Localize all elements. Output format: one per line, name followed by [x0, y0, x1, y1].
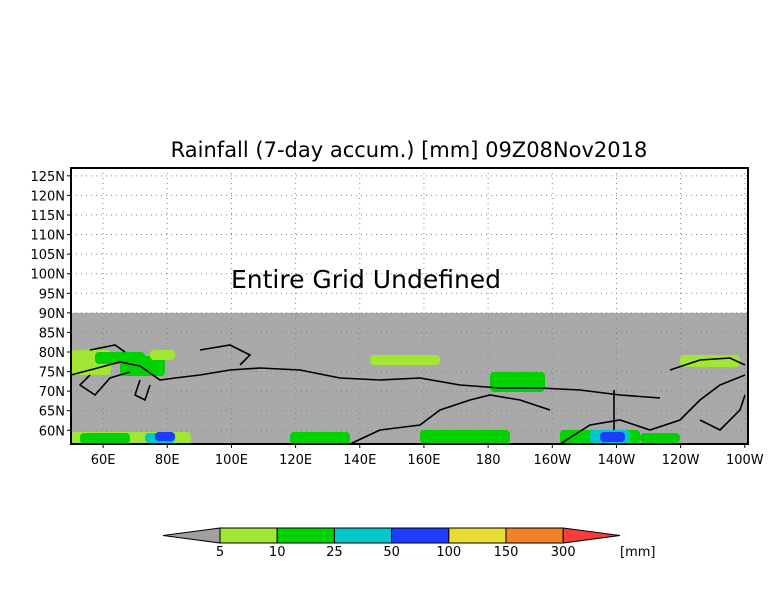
- lat-label: 115N: [30, 209, 65, 224]
- lat-label: 105N: [30, 248, 65, 263]
- rain-patch: [500, 374, 540, 388]
- lat-label: 75N: [39, 366, 65, 381]
- rain-patch: [290, 432, 350, 444]
- rain-patch: [640, 433, 680, 443]
- lon-label: 80E: [155, 453, 180, 468]
- colorbar-label: 10: [269, 545, 286, 560]
- rain-patch: [420, 430, 510, 444]
- colorbar: 5 10 25 50 100 150 300: [162, 527, 621, 560]
- lat-label: 95N: [39, 287, 65, 302]
- coastline: [699, 394, 746, 431]
- plot-area: [67, 167, 749, 448]
- lat-label: 120N: [30, 189, 65, 204]
- map-title: Rainfall (7-day accum.) [mm] 09Z08Nov201…: [171, 138, 648, 162]
- coastline: [669, 357, 746, 371]
- rain-patch: [155, 432, 175, 441]
- undefined-grid-annotation: Entire Grid Undefined: [231, 265, 501, 294]
- rain-patch: [80, 433, 130, 444]
- coastline: [559, 374, 746, 445]
- colorbar-box: [505, 527, 564, 544]
- lat-label: 110N: [30, 229, 65, 244]
- colorbar-label: 5: [216, 545, 224, 560]
- lat-label: 90N: [39, 307, 65, 322]
- latitude-labels: 125N 120N 115N 110N 105N 100N 95N 90N 85N 80N 75N 7…: [30, 170, 65, 439]
- lon-label: 120E: [279, 453, 312, 468]
- colorbar-unit: [mm]: [620, 545, 655, 560]
- lon-label: 160W: [533, 453, 571, 468]
- colorbar-min-triangle: [162, 527, 221, 544]
- coastline: [349, 394, 551, 445]
- rain-patch: [370, 355, 440, 365]
- lat-label: 65N: [39, 405, 65, 420]
- coastline: [199, 344, 252, 366]
- lon-label: 120W: [662, 453, 700, 468]
- lat-label: 80N: [39, 346, 65, 361]
- colorbar-box: [448, 527, 507, 544]
- coastline: [89, 344, 126, 353]
- longitude-labels: 60E 80E 100E 120E 140E 160E 180 160W 140W 120W 100…: [91, 453, 764, 468]
- rain-patch: [150, 350, 175, 360]
- coastline: [70, 361, 661, 399]
- lon-label: 100E: [215, 453, 248, 468]
- lon-label: 100W: [726, 453, 764, 468]
- colorbar-label: 300: [551, 545, 576, 560]
- lon-label: 140W: [598, 453, 636, 468]
- colorbar-box: [219, 527, 278, 544]
- coastline: [78, 371, 131, 397]
- coastlines: [70, 344, 746, 445]
- colorbar-label: 150: [494, 545, 519, 560]
- rain-patch: [120, 356, 165, 376]
- colorbar-label: 100: [436, 545, 461, 560]
- lon-label: 140E: [343, 453, 376, 468]
- colorbar-box: [391, 527, 450, 544]
- lat-label: 85N: [39, 326, 65, 341]
- colorbar-label: 50: [383, 545, 400, 560]
- colorbar-box: [333, 527, 393, 544]
- plot-frame: [70, 167, 749, 445]
- rainfall-patches: [71, 350, 740, 444]
- lat-label: 100N: [30, 268, 65, 283]
- colorbar-box: [276, 527, 335, 544]
- lat-label: 60N: [39, 424, 65, 439]
- coastline: [134, 379, 151, 402]
- lon-label: 60E: [91, 453, 116, 468]
- lat-label: 70N: [39, 385, 65, 400]
- rain-patch: [600, 432, 625, 442]
- colorbar-max-triangle: [562, 527, 621, 544]
- colorbar-label: 25: [326, 545, 343, 560]
- lon-label: 180: [476, 453, 501, 468]
- lon-label: 160E: [407, 453, 440, 468]
- rain-patch: [680, 355, 740, 367]
- lat-label: 125N: [30, 170, 65, 185]
